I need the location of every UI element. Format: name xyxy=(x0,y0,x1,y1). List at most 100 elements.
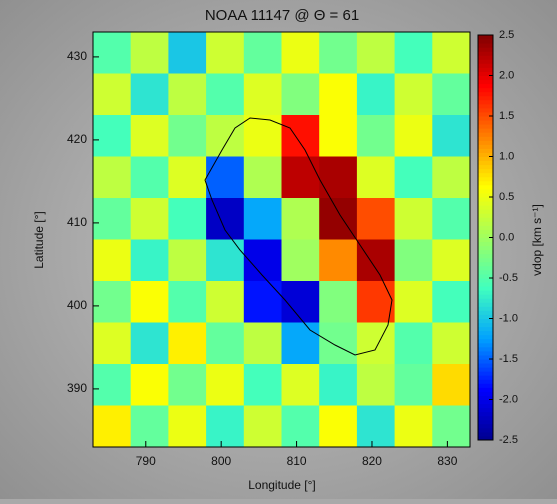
heatmap-cell xyxy=(281,405,320,448)
heatmap-cell xyxy=(281,156,320,199)
heatmap-cell xyxy=(356,364,396,406)
colorbar-segment xyxy=(478,306,493,311)
heatmap-cell xyxy=(168,32,207,74)
colorbar-segment xyxy=(478,99,493,105)
heatmap-cell xyxy=(432,364,471,406)
colorbar-segment xyxy=(478,427,493,433)
heatmap-cell xyxy=(93,405,132,448)
colorbar-tick-label: 2.5 xyxy=(499,29,514,41)
colorbar-segment xyxy=(478,71,493,76)
colorbar-segment xyxy=(478,326,493,332)
y-tick-label: 410 xyxy=(67,215,87,229)
heatmap-cell xyxy=(168,73,207,116)
y-tick-label: 400 xyxy=(67,298,87,312)
colorbar-segment xyxy=(478,419,493,425)
heatmap-cell xyxy=(394,32,433,74)
colorbar-tick-label: -0.5 xyxy=(499,272,518,284)
colorbar-segment xyxy=(478,395,493,400)
colorbar-segment xyxy=(478,322,493,328)
colorbar-segment xyxy=(478,233,493,238)
colorbar-segment xyxy=(478,116,493,121)
heatmap-cell xyxy=(243,364,282,406)
colorbar-segment xyxy=(478,51,493,56)
heatmap-cell xyxy=(356,156,396,199)
heatmap-cell xyxy=(168,322,207,365)
colorbar-segment xyxy=(478,201,493,206)
colorbar-tick-label: -2.0 xyxy=(499,393,518,405)
colorbar-segment xyxy=(478,423,493,429)
heatmap-cell xyxy=(319,115,358,157)
colorbar-segment xyxy=(478,197,493,202)
heatmap-cell xyxy=(356,73,396,116)
heatmap-cell xyxy=(130,73,169,116)
heatmap-cell xyxy=(243,405,282,448)
heatmap-cell xyxy=(356,281,396,323)
colorbar-segment xyxy=(478,152,493,157)
heatmap-cell xyxy=(130,239,169,282)
heatmap-cell xyxy=(319,198,358,240)
colorbar-segment xyxy=(478,229,493,234)
colorbar-segment xyxy=(478,298,493,303)
heatmap-cell xyxy=(394,156,433,199)
colorbar-segment xyxy=(478,136,493,141)
heatmap-cell xyxy=(243,198,282,240)
heatmap-cell xyxy=(93,239,132,282)
colorbar-segment xyxy=(478,371,493,376)
colorbar-tick-label: 0.0 xyxy=(499,231,514,243)
heatmap-cell xyxy=(168,281,207,323)
colorbar-segment xyxy=(478,39,493,44)
heatmap-cell xyxy=(432,239,471,282)
heatmap-cell xyxy=(356,198,396,240)
heatmap-cell xyxy=(130,156,169,199)
heatmap-cell xyxy=(394,364,433,406)
heatmap-cell xyxy=(93,281,132,323)
y-axis-label: Latitude [°] xyxy=(32,211,46,269)
heatmap-cell xyxy=(243,115,282,157)
colorbar-segment xyxy=(478,83,493,89)
colorbar-segment xyxy=(478,144,493,149)
heatmap-cell xyxy=(93,115,132,157)
heatmap-cell xyxy=(394,281,433,323)
heatmap-cell xyxy=(432,32,471,74)
colorbar-segment xyxy=(478,383,493,388)
colorbar-segment xyxy=(478,391,493,396)
colorbar-tick-label: 2.0 xyxy=(499,69,514,81)
heatmap-cell xyxy=(206,364,245,406)
colorbar-segment xyxy=(478,367,493,372)
colorbar-segment xyxy=(478,265,493,271)
heatmap-cell xyxy=(319,32,358,74)
heatmap-cell xyxy=(168,239,207,282)
colorbar-segment xyxy=(478,273,493,279)
heatmap-cell xyxy=(281,73,320,116)
colorbar-segment xyxy=(478,241,493,247)
heatmap-cell xyxy=(394,73,433,116)
heatmap-cell xyxy=(130,198,169,240)
colorbar-segment xyxy=(478,184,493,190)
colorbar-segment xyxy=(478,411,493,417)
colorbar-segment xyxy=(478,282,493,287)
colorbar-segment xyxy=(478,415,493,421)
heatmap-cell xyxy=(243,156,282,199)
heatmap-cell xyxy=(130,281,169,323)
colorbar-segment xyxy=(478,213,493,218)
heatmap-cell xyxy=(243,239,282,282)
heatmap-cell xyxy=(394,322,433,365)
heatmap-cell xyxy=(394,239,433,282)
colorbar-segment xyxy=(478,318,493,324)
heatmap-cell xyxy=(319,239,358,282)
heatmap-cell xyxy=(281,239,320,282)
colorbar-segment xyxy=(478,91,493,97)
colorbar-tick-label: 1.0 xyxy=(499,150,514,162)
heatmap-cell xyxy=(93,32,132,74)
colorbar-segment xyxy=(478,188,493,194)
heatmap-cell xyxy=(281,32,320,74)
heatmap-cell xyxy=(206,156,245,199)
colorbar-segment xyxy=(478,128,493,133)
chart-title: NOAA 11147 @ Θ = 61 xyxy=(205,7,359,24)
heatmap-cell xyxy=(281,322,320,365)
heatmap-cell xyxy=(168,364,207,406)
colorbar-segment xyxy=(478,63,493,68)
colorbar-tick-label: -1.0 xyxy=(499,312,518,324)
